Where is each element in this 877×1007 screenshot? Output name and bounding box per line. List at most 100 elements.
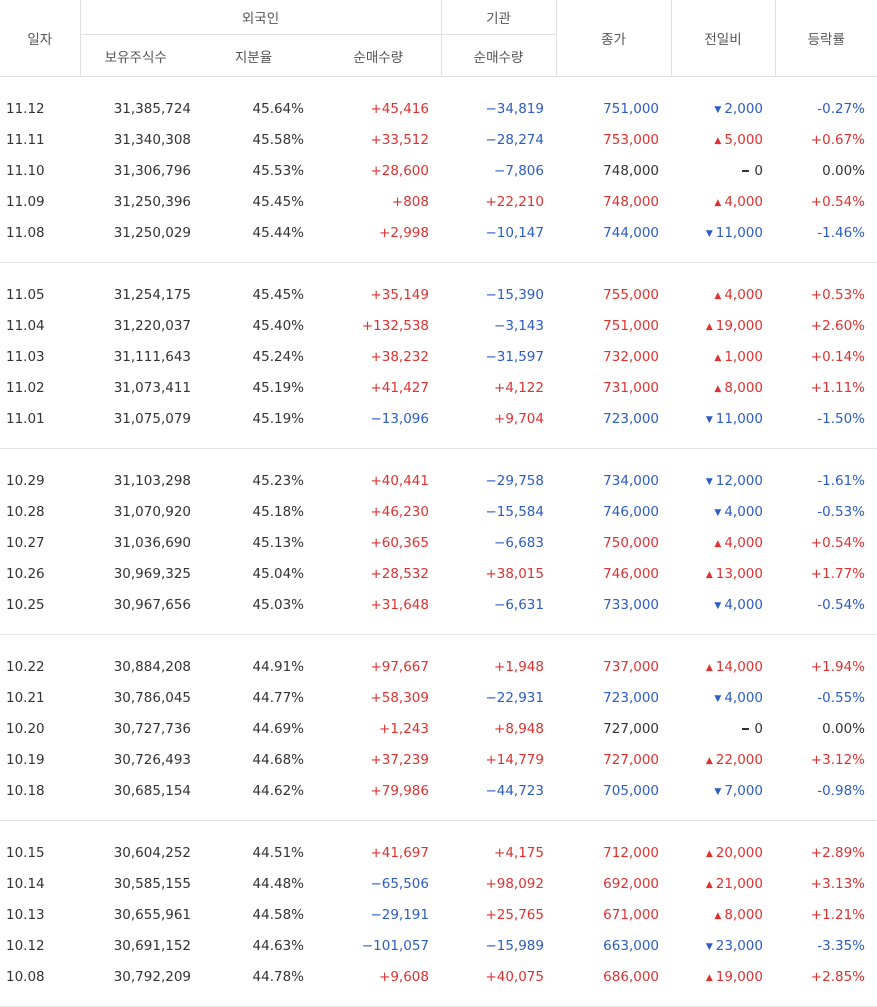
header-change: 전일비 [670, 0, 775, 77]
cell-close: 734,000 [603, 472, 659, 489]
cell-close: 723,000 [603, 410, 659, 427]
up-arrow-icon: ▲ [705, 972, 713, 983]
cell-holdings: 31,036,690 [113, 534, 191, 551]
cell-inst-net: +22,210 [485, 193, 544, 210]
cell-change: 0 [671, 713, 775, 744]
cell-holdings: 31,075,079 [113, 410, 191, 427]
header-net-foreign: 순매수량 [316, 34, 441, 77]
cell-holdings: 31,073,411 [113, 379, 191, 396]
cell-share: 44.68% [252, 751, 304, 768]
table-row: 11.03 31,111,643 45.24% +38,232 −31,597 732,0… [0, 341, 877, 372]
cell-holdings: 31,220,037 [113, 317, 191, 334]
cell-date: 10.12 [6, 937, 45, 954]
cell-rate: +3.13% [810, 875, 865, 892]
cell-share: 45.24% [252, 348, 304, 365]
cell-rate: -1.61% [817, 472, 865, 489]
up-arrow-icon: ▲ [714, 383, 722, 394]
up-arrow-icon: ▲ [705, 755, 713, 766]
cell-foreign-net: −13,096 [370, 410, 429, 427]
cell-share: 45.44% [252, 224, 304, 241]
cell-share: 45.13% [252, 534, 304, 551]
cell-holdings: 31,306,796 [113, 162, 191, 179]
cell-change: ▼ 23,000 [671, 930, 775, 961]
cell-change: ▼ 11,000 [671, 217, 775, 248]
cell-foreign-net: +60,365 [370, 534, 429, 551]
cell-share: 45.45% [252, 286, 304, 303]
cell-holdings: 30,685,154 [113, 782, 191, 799]
cell-close: 731,000 [603, 379, 659, 396]
cell-change: ▲ 4,000 [671, 186, 775, 217]
header-close: 종가 [555, 0, 671, 77]
change-value: 0 [754, 720, 763, 737]
change-value: 11,000 [715, 410, 763, 427]
cell-close: 686,000 [603, 968, 659, 985]
cell-holdings: 30,655,961 [113, 906, 191, 923]
change-value: 20,000 [715, 844, 763, 861]
cell-foreign-net: +46,230 [370, 503, 429, 520]
change-value: 5,000 [724, 131, 763, 148]
cell-holdings: 30,726,493 [113, 751, 191, 768]
flat-dash-icon [742, 169, 750, 172]
change-value: 4,000 [724, 689, 763, 706]
header-date: 일자 [0, 0, 80, 77]
cell-change: ▲ 1,000 [671, 341, 775, 372]
cell-foreign-net: −65,506 [370, 875, 429, 892]
table-row: 11.09 31,250,396 45.45% +808 +22,210 748,000 ▲… [0, 186, 877, 217]
cell-foreign-net: +9,608 [379, 968, 429, 985]
cell-close: 732,000 [603, 348, 659, 365]
cell-share: 45.19% [252, 379, 304, 396]
cell-date: 11.11 [6, 131, 45, 148]
change-value: 2,000 [724, 100, 763, 117]
cell-holdings: 30,727,736 [113, 720, 191, 737]
cell-date: 10.26 [6, 565, 45, 582]
cell-share: 45.04% [252, 565, 304, 582]
cell-date: 11.05 [6, 286, 45, 303]
cell-share: 45.23% [252, 472, 304, 489]
change-value: 1,000 [724, 348, 763, 365]
cell-change: ▼ 4,000 [671, 682, 775, 713]
cell-date: 11.12 [6, 100, 45, 117]
cell-foreign-net: +97,667 [370, 658, 429, 675]
cell-change: ▲ 4,000 [671, 279, 775, 310]
change-value: 21,000 [715, 875, 763, 892]
change-value: 4,000 [724, 193, 763, 210]
cell-date: 10.20 [6, 720, 45, 737]
cell-holdings: 31,385,724 [113, 100, 191, 117]
cell-inst-net: +4,122 [494, 379, 544, 396]
cell-rate: +2.85% [810, 968, 865, 985]
table-row: 10.22 30,884,208 44.91% +97,667 +1,948 737,00… [0, 651, 877, 682]
cell-change: ▼ 4,000 [671, 496, 775, 527]
up-arrow-icon: ▲ [714, 910, 722, 921]
cell-inst-net: +38,015 [485, 565, 544, 582]
cell-inst-net: −6,631 [494, 596, 544, 613]
change-value: 8,000 [724, 379, 763, 396]
cell-inst-net: −44,723 [485, 782, 544, 799]
cell-inst-net: −29,758 [485, 472, 544, 489]
change-value: 12,000 [715, 472, 763, 489]
cell-date: 10.22 [6, 658, 45, 675]
cell-change: ▲ 14,000 [671, 651, 775, 682]
change-value: 11,000 [715, 224, 763, 241]
cell-close: 671,000 [603, 906, 659, 923]
cell-holdings: 30,792,209 [113, 968, 191, 985]
cell-close: 753,000 [603, 131, 659, 148]
cell-rate: +2.60% [810, 317, 865, 334]
table-row: 11.05 31,254,175 45.45% +35,149 −15,390 755,0… [0, 279, 877, 310]
cell-date: 10.28 [6, 503, 45, 520]
cell-date: 10.15 [6, 844, 45, 861]
table-row: 10.12 30,691,152 44.63% −101,057 −15,989 663,… [0, 930, 877, 961]
header-institution: 기관 [440, 0, 556, 35]
cell-rate: +0.54% [810, 534, 865, 551]
up-arrow-icon: ▲ [705, 662, 713, 673]
cell-foreign-net: −29,191 [370, 906, 429, 923]
cell-date: 11.04 [6, 317, 45, 334]
cell-inst-net: −6,683 [494, 534, 544, 551]
cell-inst-net: −22,931 [485, 689, 544, 706]
cell-foreign-net: +31,648 [370, 596, 429, 613]
down-arrow-icon: ▼ [705, 414, 713, 425]
down-arrow-icon: ▼ [714, 693, 722, 704]
cell-rate: -0.54% [817, 596, 865, 613]
cell-foreign-net: +1,243 [379, 720, 429, 737]
cell-close: 727,000 [603, 751, 659, 768]
